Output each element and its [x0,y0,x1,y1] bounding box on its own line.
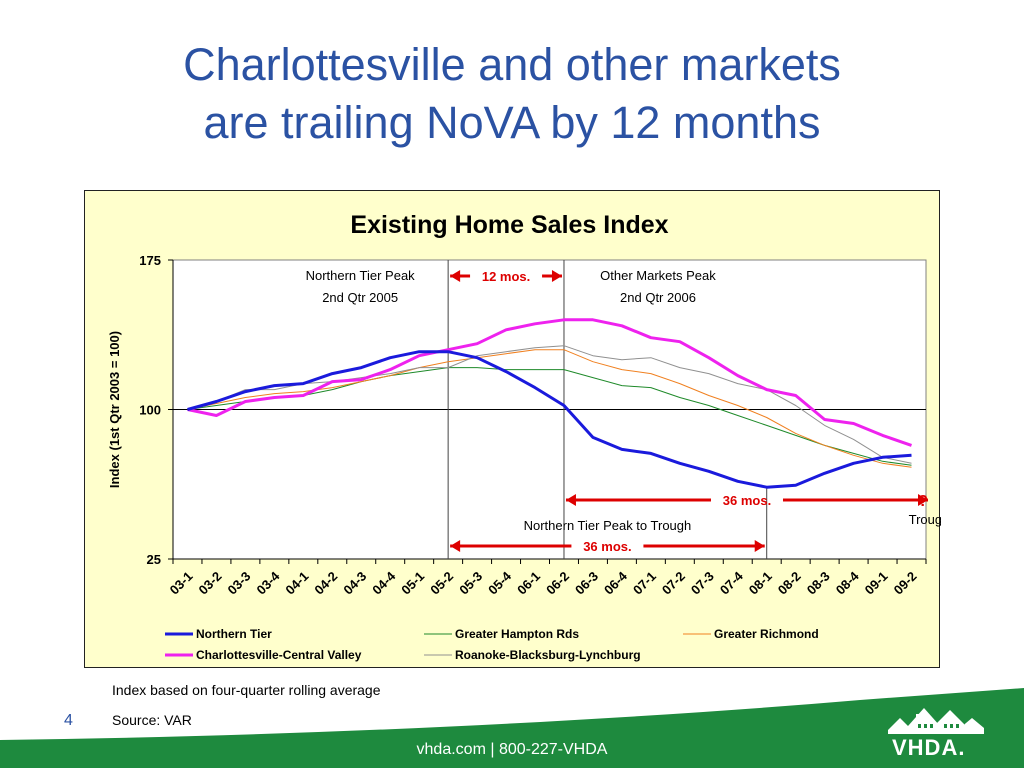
footer-contact: vhda.com | 800-227-VHDA [0,741,1024,759]
vhda-logo-text: VHDA. [892,735,965,761]
footer-green-band [0,0,1024,768]
